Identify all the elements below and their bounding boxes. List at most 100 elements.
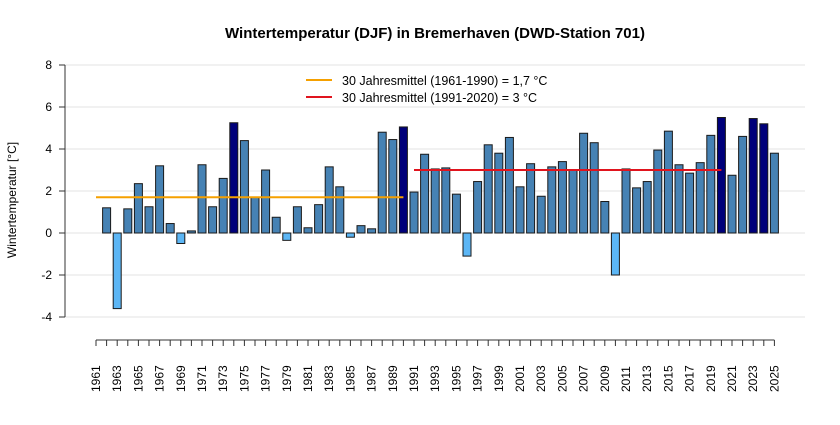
x-tick-label: 1969 xyxy=(174,365,188,392)
bar-1999 xyxy=(494,152,504,234)
legend-label-1991-2020: 30 Jahresmittel (1991-2020) = 3 °C xyxy=(342,91,537,105)
bar-2014 xyxy=(653,149,663,234)
bar-1981 xyxy=(303,227,313,234)
bar-1996 xyxy=(462,232,472,257)
bar-1987 xyxy=(367,228,377,234)
x-tick-label: 1961 xyxy=(89,365,103,392)
bar-2025 xyxy=(769,152,779,234)
bar-2015 xyxy=(663,130,673,234)
bar-1984 xyxy=(335,186,345,234)
bar-2023 xyxy=(748,118,758,234)
x-tick-label: 1989 xyxy=(386,365,400,392)
bar-1975 xyxy=(239,140,249,234)
x-tick-label: 2001 xyxy=(513,365,527,392)
x-tick-label: 2009 xyxy=(598,365,612,392)
bar-1997 xyxy=(473,181,483,234)
x-tick-label: 2019 xyxy=(704,365,718,392)
x-tick-label: 1981 xyxy=(301,365,315,392)
bar-2008 xyxy=(589,142,599,234)
y-tick-label: -4 xyxy=(41,310,52,324)
bar-1980 xyxy=(292,206,302,234)
bar-1983 xyxy=(324,166,334,234)
y-tick-label: 2 xyxy=(45,184,52,198)
bar-1973 xyxy=(218,177,228,234)
bar-1962 xyxy=(102,207,112,234)
x-tick-label: 1997 xyxy=(471,365,485,392)
bar-1965 xyxy=(133,183,143,234)
bar-1966 xyxy=(144,206,154,234)
x-tick-label: 1965 xyxy=(131,365,145,392)
y-tick-label: 8 xyxy=(45,58,52,72)
bar-1963 xyxy=(112,232,122,310)
bar-1977 xyxy=(261,169,271,234)
bar-1988 xyxy=(377,131,387,234)
bar-2021 xyxy=(727,174,737,234)
y-tick-label: 4 xyxy=(45,142,52,156)
bar-2010 xyxy=(610,232,620,276)
x-tick-label: 1991 xyxy=(407,365,421,392)
legend-label-1961-1990: 30 Jahresmittel (1961-1990) = 1,7 °C xyxy=(342,74,547,88)
y-axis-label: Wintertemperatur [°C] xyxy=(5,142,19,258)
x-tick-label: 2003 xyxy=(534,365,548,392)
bar-2022 xyxy=(738,135,748,234)
bar-2016 xyxy=(674,164,684,234)
bar-1976 xyxy=(250,196,260,234)
y-tick-label: 0 xyxy=(45,226,52,240)
bar-2006 xyxy=(568,169,578,234)
bar-2013 xyxy=(642,181,652,234)
x-tick-label: 2023 xyxy=(746,365,760,392)
x-tick-label: 2005 xyxy=(555,365,569,392)
bar-1964 xyxy=(123,208,133,234)
y-tick-label: -2 xyxy=(41,268,52,282)
x-tick-label: 1977 xyxy=(259,365,273,392)
bar-2017 xyxy=(685,172,695,234)
bar-2007 xyxy=(579,132,589,234)
bar-1993 xyxy=(430,168,440,234)
bar-1972 xyxy=(208,206,218,234)
bar-1967 xyxy=(155,165,165,234)
bar-1978 xyxy=(271,216,281,234)
x-tick-label: 2017 xyxy=(683,365,697,392)
x-tick-label: 2021 xyxy=(725,365,739,392)
bar-2020 xyxy=(716,117,726,234)
bar-2009 xyxy=(600,201,610,234)
x-tick-label: 1979 xyxy=(280,365,294,392)
bar-2024 xyxy=(759,123,769,234)
bar-1979 xyxy=(282,232,292,241)
x-tick-label: 1973 xyxy=(216,365,230,392)
x-tick-label: 2011 xyxy=(619,366,633,392)
bar-2003 xyxy=(536,195,546,234)
bar-1998 xyxy=(483,144,493,234)
bar-1970 xyxy=(186,230,196,234)
x-tick-label: 2015 xyxy=(661,365,675,392)
bar-2002 xyxy=(526,163,536,234)
x-tick-label: 1993 xyxy=(428,365,442,392)
bar-1989 xyxy=(388,139,398,234)
y-tick-label: 6 xyxy=(45,100,52,114)
x-tick-label: 1985 xyxy=(343,365,357,392)
bar-2001 xyxy=(515,186,525,234)
x-tick-label: 1971 xyxy=(195,365,209,392)
chart-title: Wintertemperatur (DJF) in Bremerhaven (D… xyxy=(225,25,645,42)
bar-1994 xyxy=(441,167,451,234)
x-tick-label: 1995 xyxy=(449,365,463,392)
legend: 30 Jahresmittel (1961-1990) = 1,7 °C 30 … xyxy=(306,74,547,105)
bar-1971 xyxy=(197,164,207,234)
x-tick-label: 1963 xyxy=(110,365,124,392)
x-tick-label: 1983 xyxy=(322,365,336,392)
x-tick-label: 2007 xyxy=(577,365,591,392)
x-tick-label: 2013 xyxy=(640,365,654,392)
bar-2018 xyxy=(695,162,705,234)
bar-2000 xyxy=(504,136,514,234)
x-tick-label: 1999 xyxy=(492,365,506,392)
bar-1974 xyxy=(229,122,239,234)
bar-1992 xyxy=(420,153,430,234)
bar-2012 xyxy=(632,187,642,234)
x-tick-label: 1987 xyxy=(365,365,379,392)
bar-1985 xyxy=(345,232,355,238)
bar-1982 xyxy=(314,204,324,234)
bar-1990 xyxy=(398,126,408,234)
bar-1969 xyxy=(176,232,186,244)
